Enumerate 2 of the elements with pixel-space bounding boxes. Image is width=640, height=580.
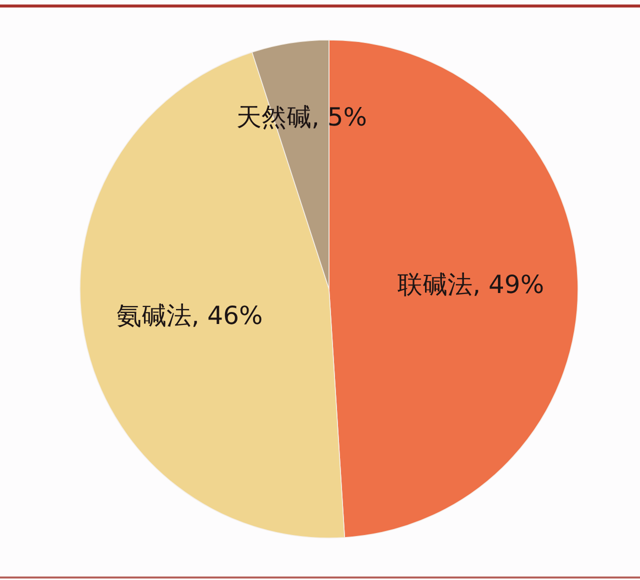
slice-label: 联碱法, 49% bbox=[398, 270, 544, 300]
slice-label: 氨碱法, 46% bbox=[116, 301, 263, 330]
